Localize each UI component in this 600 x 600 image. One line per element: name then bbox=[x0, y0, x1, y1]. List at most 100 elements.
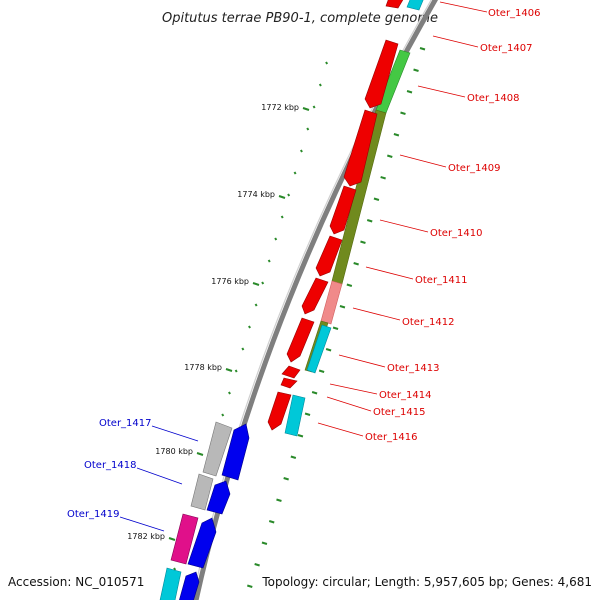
minor-tick-dot bbox=[287, 193, 291, 197]
tick-label: 1778 kbp bbox=[184, 363, 222, 372]
leader-line bbox=[439, 1, 488, 13]
leader-line bbox=[136, 467, 183, 485]
minor-tick-dot bbox=[293, 171, 297, 175]
gene-label-oter-1418[interactable]: Oter_1418 bbox=[84, 460, 137, 471]
gene-label-oter-1413[interactable]: Oter_1413 bbox=[387, 363, 440, 374]
outer-tick-dash bbox=[297, 434, 304, 438]
gene-oter-1415[interactable] bbox=[267, 391, 292, 431]
outer-tick-dash bbox=[276, 498, 282, 502]
minor-tick-dot bbox=[241, 347, 245, 351]
outer-tick-dash bbox=[325, 348, 332, 352]
gene-blue-3[interactable] bbox=[187, 517, 217, 569]
gene-oter-1419[interactable] bbox=[170, 513, 199, 565]
leader-line bbox=[417, 85, 466, 98]
outer-tick-dash bbox=[346, 283, 353, 287]
outer-tick-dash bbox=[304, 412, 311, 416]
outer-tick-dash bbox=[353, 262, 359, 266]
gene-label-oter-1410[interactable]: Oter_1410 bbox=[430, 228, 483, 239]
leader-line bbox=[151, 425, 199, 442]
major-tick-1780: 1780 kbp bbox=[155, 447, 204, 456]
minor-tick-dot bbox=[228, 391, 231, 395]
red-gene-track bbox=[267, 0, 404, 431]
minor-tick-dot bbox=[280, 215, 284, 219]
outer-tick-dash bbox=[254, 563, 260, 567]
minor-tick-dot bbox=[274, 237, 278, 241]
feature-cyan-top bbox=[406, 0, 424, 11]
tick-label: 1782 kbp bbox=[127, 532, 165, 541]
major-tick-1782: 1782 kbp bbox=[127, 532, 176, 541]
major-tick-1774: 1774 kbp bbox=[237, 190, 286, 199]
leader-line bbox=[326, 396, 372, 412]
minor-tick-dot bbox=[318, 83, 322, 87]
topology-text: Topology: circular; Length: 5,957,605 bp… bbox=[261, 575, 592, 589]
outer-tick-dash bbox=[268, 520, 275, 524]
map-title: Opitutus terrae PB90-1, complete genome bbox=[162, 11, 438, 26]
feature-pink bbox=[320, 280, 343, 325]
major-tick-1772: 1772 kbp bbox=[261, 103, 310, 112]
gene-cyan-left[interactable] bbox=[159, 567, 182, 600]
leader-line bbox=[399, 154, 447, 168]
tick-mark bbox=[252, 282, 260, 286]
minor-tick-dot bbox=[261, 281, 265, 285]
gene-oter-1411[interactable] bbox=[301, 277, 329, 315]
leader-line bbox=[432, 35, 479, 48]
tick-label: 1776 kbp bbox=[211, 277, 249, 286]
outer-ticks bbox=[247, 47, 426, 588]
outer-tick-dash bbox=[387, 154, 393, 158]
tick-label: 1772 kbp bbox=[261, 103, 299, 112]
outer-tick-dash bbox=[419, 47, 426, 51]
leader-line bbox=[379, 219, 429, 233]
gene-oter-1414[interactable] bbox=[280, 377, 298, 389]
outer-tick-dash bbox=[393, 133, 400, 137]
gene-oter-1413[interactable] bbox=[281, 365, 301, 379]
gene-label-oter-1406[interactable]: Oter_1406 bbox=[488, 8, 541, 19]
outer-tick-dash bbox=[311, 391, 318, 395]
gene-oter-1406[interactable] bbox=[385, 0, 404, 9]
gene-label-oter-1419[interactable]: Oter_1419 bbox=[67, 509, 120, 520]
major-tick-1776: 1776 kbp bbox=[211, 277, 260, 286]
minor-tick-dot bbox=[221, 413, 225, 417]
leader-line bbox=[119, 516, 165, 532]
gene-label-oter-1408[interactable]: Oter_1408 bbox=[467, 93, 520, 104]
gene-label-oter-1409[interactable]: Oter_1409 bbox=[448, 163, 501, 174]
leader-line bbox=[365, 266, 414, 280]
tick-mark bbox=[168, 537, 176, 541]
left-gene-labels: Oter_1417 Oter_1418 Oter_1419 bbox=[67, 418, 199, 532]
outer-tick-dash bbox=[400, 111, 406, 115]
outer-tick-dash bbox=[247, 584, 253, 588]
outer-tick-dash bbox=[373, 197, 380, 201]
major-tick-1778: 1778 kbp bbox=[184, 363, 233, 372]
leader-line bbox=[317, 422, 364, 437]
outer-tick-dash bbox=[283, 477, 289, 481]
gene-label-oter-1414[interactable]: Oter_1414 bbox=[379, 390, 432, 401]
minor-tick-dot bbox=[312, 105, 316, 109]
gene-oter-1407[interactable] bbox=[364, 39, 399, 109]
gene-oter-1409[interactable] bbox=[329, 185, 357, 235]
accession-text: Accession: NC_010571 bbox=[8, 575, 144, 589]
outer-tick-dash bbox=[261, 541, 268, 545]
gene-blue-1[interactable] bbox=[221, 423, 250, 481]
gene-blue-4[interactable] bbox=[178, 571, 200, 600]
tick-mark bbox=[302, 107, 310, 111]
left-gene-track bbox=[159, 421, 250, 600]
gene-label-oter-1407[interactable]: Oter_1407 bbox=[480, 43, 533, 54]
gene-label-oter-1415[interactable]: Oter_1415 bbox=[373, 407, 426, 418]
gene-label-oter-1412[interactable]: Oter_1412 bbox=[402, 317, 455, 328]
tick-mark bbox=[225, 368, 233, 372]
feature-cyan-bottom bbox=[284, 394, 306, 437]
outer-tick-dash bbox=[339, 305, 346, 309]
outer-tick-dash bbox=[318, 369, 325, 373]
gene-oter-1417[interactable] bbox=[202, 421, 233, 477]
gene-label-oter-1417[interactable]: Oter_1417 bbox=[99, 418, 152, 429]
outer-tick-dash bbox=[360, 240, 366, 244]
outer-tick-dash bbox=[366, 219, 373, 223]
gene-oter-1412[interactable] bbox=[286, 317, 315, 363]
gene-oter-1418[interactable] bbox=[190, 473, 214, 511]
gene-label-oter-1411[interactable]: Oter_1411 bbox=[415, 275, 468, 286]
gene-oter-1410[interactable] bbox=[315, 235, 343, 277]
gene-blue-2[interactable] bbox=[206, 480, 231, 515]
minor-tick-dot bbox=[299, 149, 303, 153]
gene-oter-1408[interactable] bbox=[343, 109, 378, 187]
gene-label-oter-1416[interactable]: Oter_1416 bbox=[365, 432, 418, 443]
